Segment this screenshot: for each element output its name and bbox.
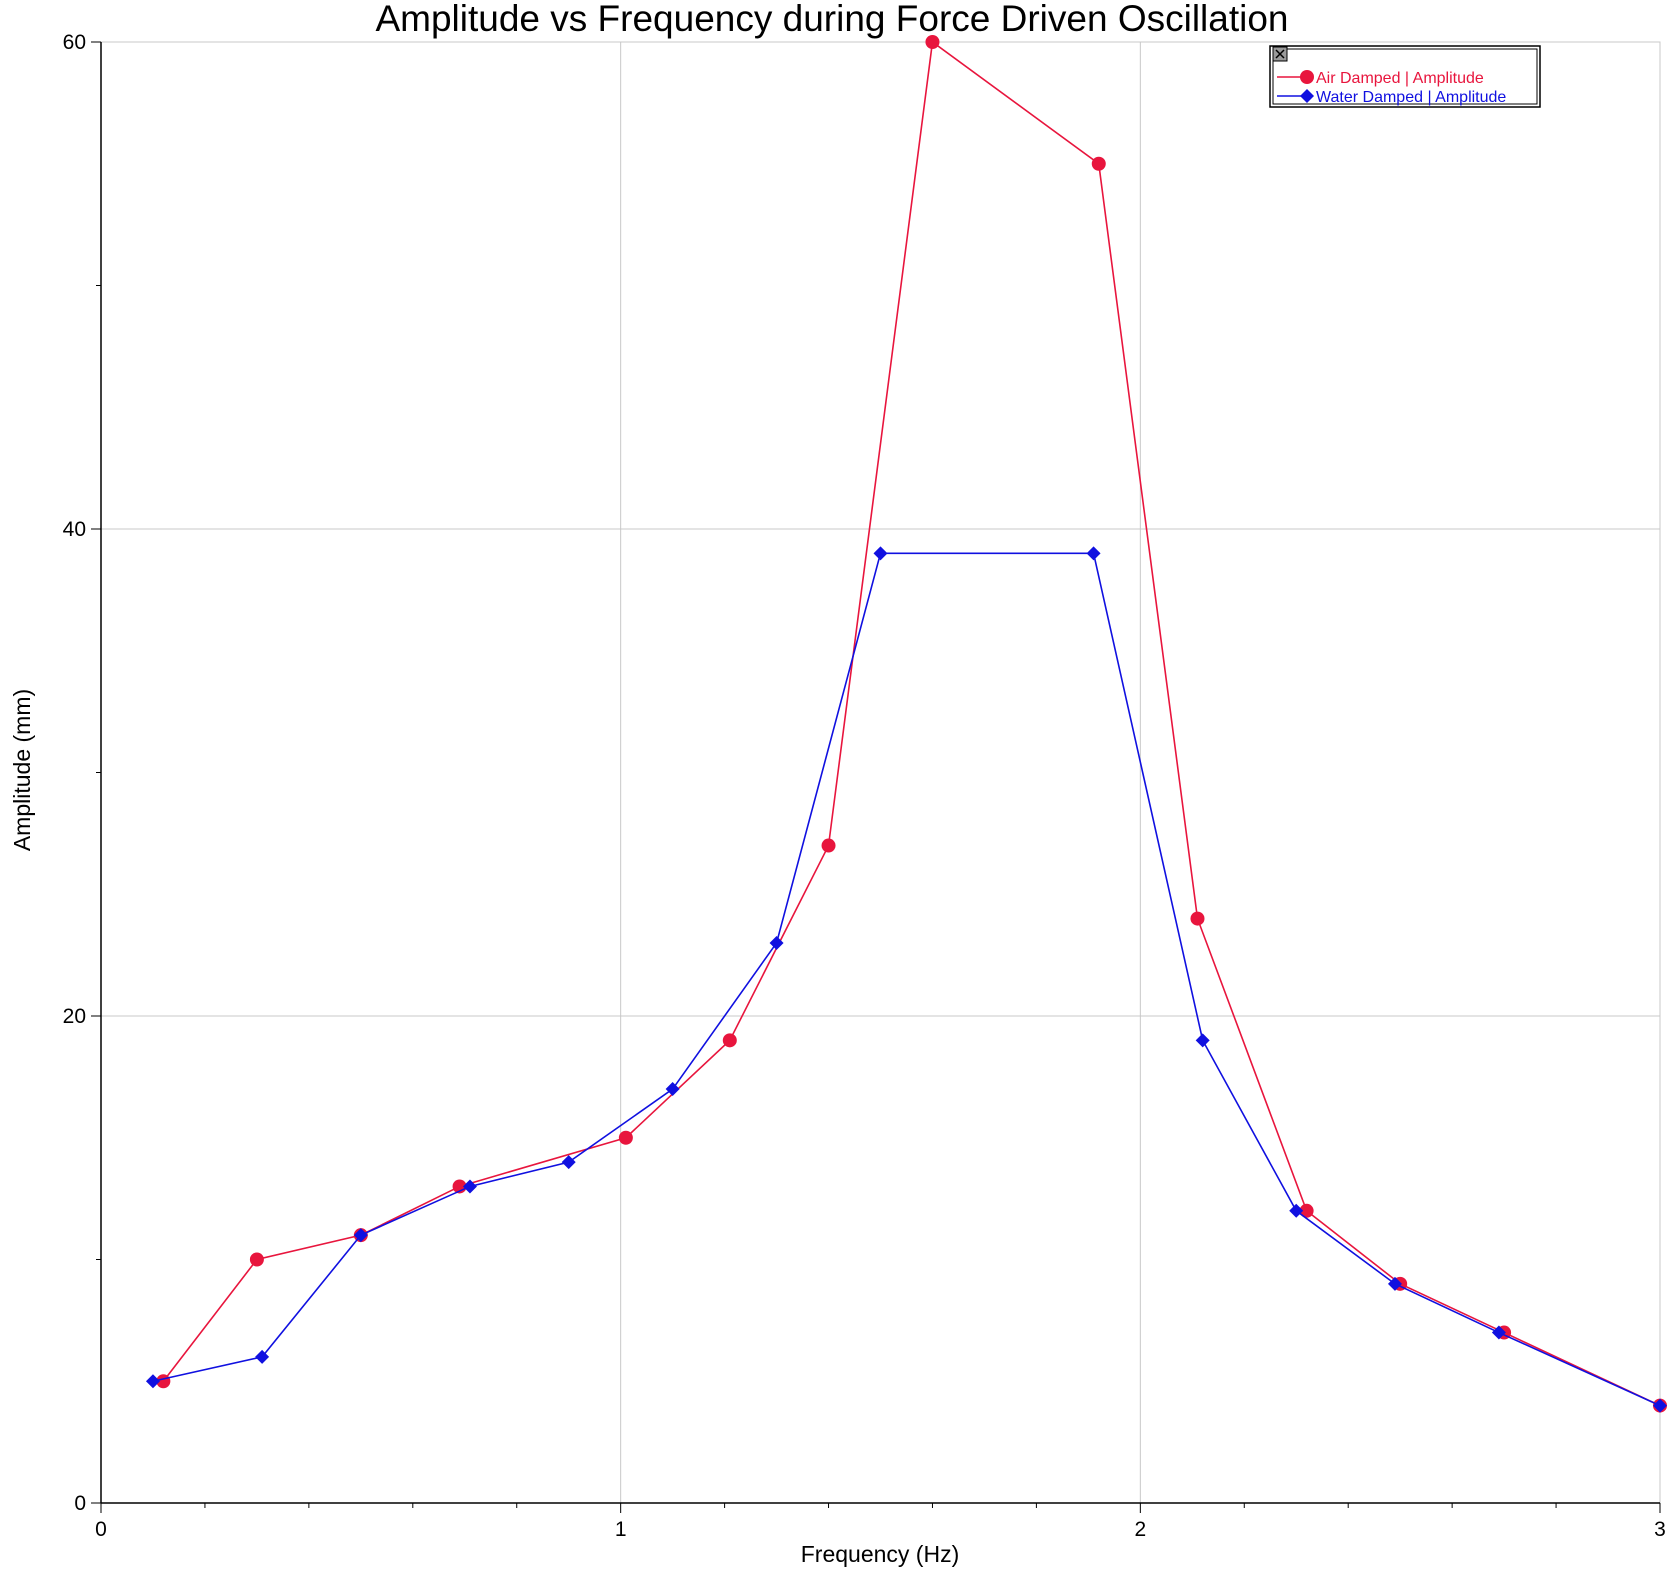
tick-marks <box>91 41 1661 1513</box>
x-tick-label: 3 <box>1654 1518 1666 1541</box>
data-point-circle <box>821 838 836 853</box>
legend[interactable]: Air Damped | Amplitude Water Damped | Am… <box>1269 45 1541 108</box>
legend-label: Air Damped | Amplitude <box>1316 70 1484 87</box>
x-tick-label: 0 <box>95 1518 107 1541</box>
y-tick-label: 0 <box>74 1492 86 1515</box>
data-point-circle <box>1091 156 1106 171</box>
x-axis-label: Frequency (Hz) <box>801 1541 959 1567</box>
data-point-circle <box>249 1252 264 1267</box>
data-point-diamond <box>561 1155 576 1170</box>
legend-swatch-marker <box>1300 89 1314 103</box>
data-point-diamond <box>1086 546 1101 561</box>
series-water-damped <box>145 546 1667 1413</box>
data-point-circle <box>1190 911 1205 926</box>
data-point-circle <box>1299 1203 1314 1218</box>
data-point-circle <box>722 1033 737 1048</box>
data-point-diamond <box>255 1349 270 1364</box>
data-point-diamond <box>873 546 888 561</box>
y-tick-label: 60 <box>63 31 86 54</box>
data-point-circle <box>925 35 940 49</box>
y-tick-label: 20 <box>63 1005 86 1028</box>
chart-title: Amplitude vs Frequency during Force Driv… <box>375 0 1288 39</box>
data-point-diamond <box>462 1179 477 1194</box>
data-point-circle <box>618 1130 633 1145</box>
y-tick-label: 40 <box>63 518 86 541</box>
data-point-diamond <box>1289 1203 1304 1218</box>
legend-entry-air-damped: Air Damped | Amplitude <box>1277 70 1484 87</box>
series-plot-area <box>145 35 1667 1413</box>
x-tick-label: 2 <box>1134 1518 1146 1541</box>
tick-labels: 0 1 2 3 0 20 40 60 <box>63 31 1666 1541</box>
x-tick-label: 1 <box>615 1518 627 1541</box>
legend-close-icon[interactable] <box>1272 46 1288 62</box>
data-point-diamond <box>1387 1276 1402 1291</box>
y-axis-label: Amplitude (mm) <box>9 689 35 851</box>
legend-label: Water Damped | Amplitude <box>1316 89 1506 106</box>
data-point-diamond <box>665 1082 680 1097</box>
data-point-diamond <box>1491 1325 1506 1340</box>
data-point-diamond <box>1653 1398 1667 1413</box>
legend-entry-water-damped: Water Damped | Amplitude <box>1277 89 1506 106</box>
data-point-diamond <box>145 1374 160 1389</box>
legend-box <box>1269 45 1541 108</box>
data-point-diamond <box>1195 1033 1210 1048</box>
data-point-diamond <box>769 935 784 950</box>
legend-swatch-marker <box>1300 70 1314 84</box>
data-point-diamond <box>353 1228 368 1243</box>
series-line <box>152 552 1661 1407</box>
legend-inner-border <box>1272 48 1538 105</box>
